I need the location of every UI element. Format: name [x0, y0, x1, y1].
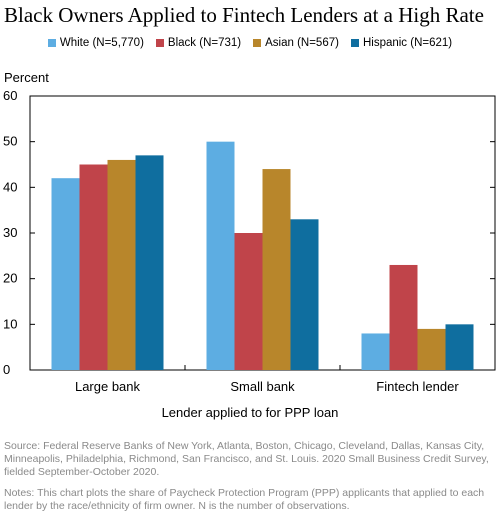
bar [417, 328, 446, 370]
bar [234, 233, 263, 370]
y-tick-label: 10 [3, 316, 17, 331]
x-tick-label: Fintech lender [376, 379, 459, 394]
bar [262, 169, 291, 370]
bar [135, 155, 164, 370]
bar [445, 324, 474, 370]
y-tick-label: 60 [3, 88, 17, 103]
legend-item-hispanic: Hispanic (N=621) [350, 37, 453, 49]
y-axis-label: Percent [4, 70, 49, 85]
bar [79, 164, 108, 370]
bar [51, 178, 80, 370]
legend-label-black: Black (N=731) [167, 37, 242, 49]
bar [107, 159, 136, 370]
legend-item-white: White (N=5,770) [47, 37, 144, 49]
x-tick-label: Large bank [75, 379, 141, 394]
x-axis-label: Lender applied to for PPP loan [161, 405, 339, 420]
chart-title: Black Owners Applied to Fintech Lenders … [4, 3, 484, 27]
legend-swatch-hispanic [350, 39, 359, 47]
bar [290, 219, 319, 370]
y-tick-label: 0 [3, 362, 10, 377]
source-note: Source: Federal Reserve Banks of New Yor… [4, 440, 489, 478]
bar [206, 141, 235, 370]
legend-label-white: White (N=5,770) [59, 37, 144, 49]
y-tick-label: 50 [3, 134, 17, 149]
y-tick-label: 30 [3, 225, 17, 240]
legend-swatch-asian [253, 39, 262, 47]
legend-item-asian: Asian (N=567) [253, 37, 339, 49]
legend-label-hispanic: Hispanic (N=621) [362, 37, 453, 49]
y-tick-label: 20 [3, 271, 17, 286]
legend-item-black: Black (N=731) [155, 37, 242, 49]
legend-swatch-white [47, 39, 56, 47]
legend: White (N=5,770) Black (N=731) Asian (N=5… [0, 37, 500, 49]
y-tick-label: 40 [3, 179, 17, 194]
bar [361, 333, 390, 370]
legend-swatch-black [155, 39, 164, 47]
x-tick-label: Small bank [230, 379, 295, 394]
legend-label-asian: Asian (N=567) [265, 37, 339, 49]
notes: Notes: This chart plots the share of Pay… [4, 487, 485, 512]
bar [389, 264, 418, 370]
